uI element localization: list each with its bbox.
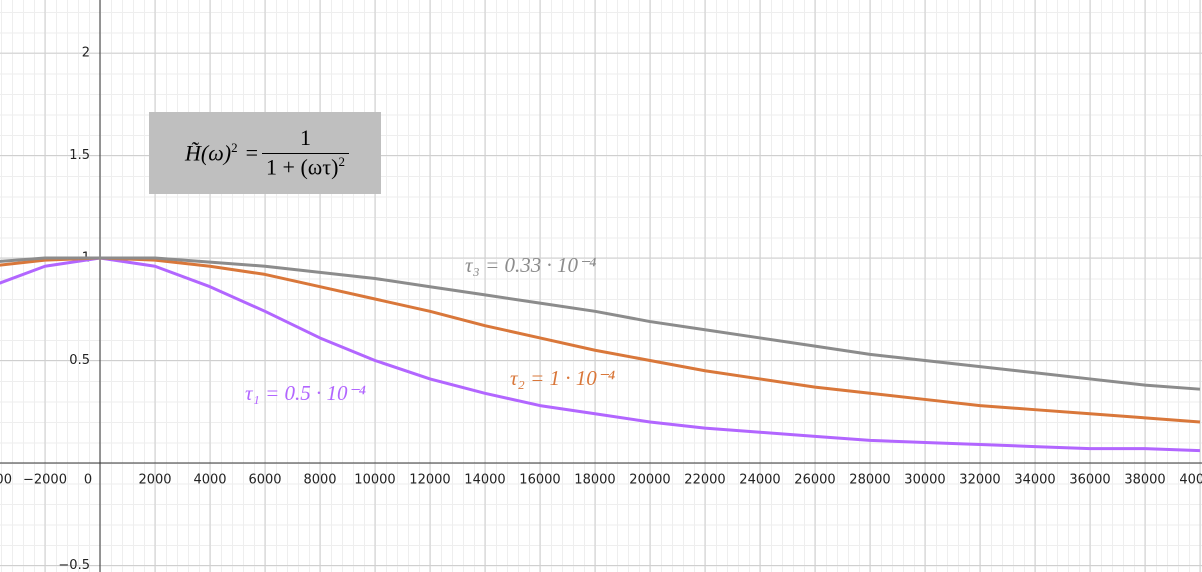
curve (0, 256, 1201, 424)
y-tick-label: 0.5 (69, 353, 90, 368)
formula-numerator: 1 (262, 125, 349, 155)
x-tick-label: 12000 (409, 472, 450, 487)
y-tick-label: 2 (82, 46, 90, 61)
formula-fraction: 1 1 + (ωτ)2 (262, 125, 349, 180)
x-tick-label: −4000 (0, 472, 12, 487)
x-tick-label: 24000 (739, 472, 780, 487)
x-tick-label: 20000 (629, 472, 670, 487)
x-tick-label: 2000 (138, 472, 171, 487)
x-tick-label: 32000 (959, 472, 1000, 487)
x-tick-label: 38000 (1124, 472, 1165, 487)
x-tick-label: 28000 (849, 472, 890, 487)
x-tick-label: 8000 (303, 472, 336, 487)
curve (0, 256, 1201, 453)
formula-exp: 2 (338, 154, 345, 170)
x-tick-label: 36000 (1069, 472, 1110, 487)
curve-label: τ₂ = 1 · 10⁻⁴ (510, 366, 615, 390)
formula-box: H̃(ω)2 = 1 1 + (ωτ)2 (149, 112, 381, 194)
x-tick-label: −2000 (23, 472, 67, 487)
formula-eq: = (245, 140, 259, 165)
x-tick-label: 14000 (464, 472, 505, 487)
formula-lhs-text: H̃(ω) (185, 140, 232, 166)
formula-denominator-wrap: 1 + (ωτ)2 (266, 154, 345, 180)
formula-denominator: 1 + (ωτ) (266, 154, 339, 180)
curve-label: τ₁ = 0.5 · 10⁻⁴ (245, 381, 366, 405)
x-tick-label: 6000 (248, 472, 281, 487)
x-tick-label: 34000 (1014, 472, 1055, 487)
formula-exp: 2 (231, 139, 238, 155)
formula-lhs: H̃(ω)2 (185, 140, 238, 166)
x-tick-label: 26000 (794, 472, 835, 487)
x-tick-label: 16000 (519, 472, 560, 487)
curve (0, 256, 1201, 391)
x-tick-label: 40000 (1179, 472, 1202, 487)
y-tick-label: −0.5 (58, 558, 90, 572)
x-tick-label: 0 (84, 472, 92, 487)
x-tick-label: 10000 (354, 472, 395, 487)
curve-label: τ₃ = 0.33 · 10⁻⁴ (465, 253, 596, 277)
x-tick-label: 18000 (574, 472, 615, 487)
x-tick-label: 22000 (684, 472, 725, 487)
x-tick-label: 4000 (193, 472, 226, 487)
y-tick-label: 1.5 (69, 148, 90, 163)
x-tick-label: 30000 (904, 472, 945, 487)
